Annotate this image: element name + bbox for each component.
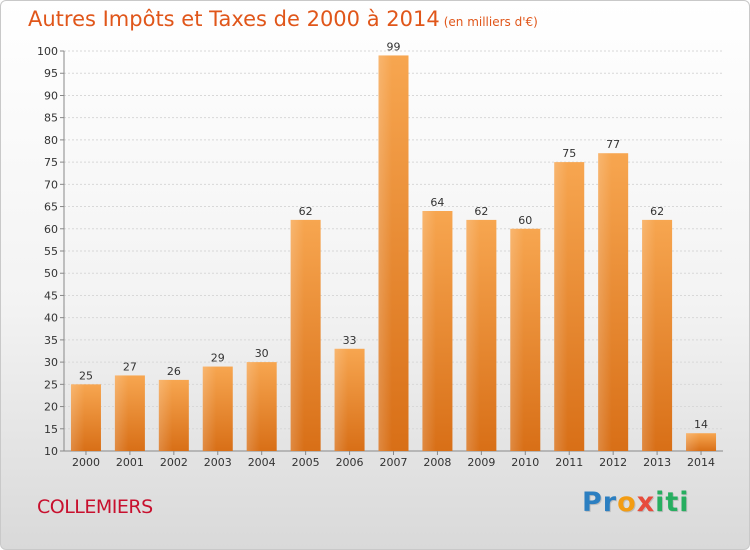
- bar-highlight: [686, 433, 700, 451]
- y-tick-label: 35: [44, 334, 58, 347]
- bar-highlight: [554, 162, 568, 451]
- logo-letter: P: [582, 487, 603, 518]
- x-tick-label: 2008: [423, 456, 451, 469]
- value-label: 25: [79, 369, 93, 382]
- value-label: 75: [562, 147, 576, 160]
- x-tick-label: 2001: [116, 456, 144, 469]
- axes: 10 15 20 25 30 35 40 45 50 55 60 65 70 75 80 85 90 95 100 2…: [37, 45, 723, 469]
- x-tick-label: 2012: [599, 456, 627, 469]
- y-tick-label: 40: [44, 312, 58, 325]
- chart-subtitle: (en milliers d'€): [443, 15, 538, 29]
- y-tick-label: 55: [44, 245, 58, 258]
- bar-highlight: [598, 153, 612, 451]
- value-label: 62: [650, 205, 664, 218]
- y-tick-label: 65: [44, 201, 58, 214]
- bar-highlight: [114, 375, 129, 451]
- x-tick-label: 2004: [248, 456, 276, 469]
- chart-title: Autres Impôts et Taxes de 2000 à 2014 (en…: [28, 7, 538, 31]
- y-tick-label: 45: [44, 289, 58, 302]
- x-tick-label: 2007: [380, 456, 408, 469]
- value-label: 62: [299, 205, 313, 218]
- y-tick-label: 90: [44, 89, 58, 102]
- logo-letter: r: [602, 487, 618, 518]
- x-tick-label: 2011: [555, 456, 583, 469]
- x-tick-label: 2014: [687, 456, 715, 469]
- logo-letter: i: [679, 487, 690, 518]
- value-label: 29: [211, 352, 225, 365]
- y-tick-label: 60: [44, 223, 58, 236]
- x-tick-label: 2002: [160, 456, 188, 469]
- value-label: 30: [255, 347, 269, 360]
- y-tick-label: 30: [44, 356, 58, 369]
- value-label: 14: [694, 418, 708, 431]
- bar-highlight: [378, 55, 392, 451]
- value-label: 26: [167, 365, 181, 378]
- bar-highlight: [290, 219, 305, 451]
- y-tick-label: 10: [44, 445, 58, 458]
- x-tick-label: 2010: [511, 456, 539, 469]
- y-tick-label: 95: [44, 67, 58, 80]
- value-labels: 25 27 26 29 30 62 33 99 64 62 60 75 77 62 14: [79, 40, 708, 431]
- value-label: 77: [606, 138, 620, 151]
- bar-highlight: [70, 384, 85, 451]
- x-tick-label: 2006: [336, 456, 364, 469]
- bar-highlight: [422, 211, 436, 451]
- bar-highlight: [202, 366, 217, 451]
- bar-highlight: [510, 228, 524, 451]
- bar-highlight: [246, 362, 261, 451]
- value-label: 64: [430, 196, 444, 209]
- value-label: 99: [387, 40, 401, 53]
- bar-highlight: [334, 348, 349, 451]
- value-label: 33: [343, 334, 357, 347]
- logo-letter: t: [665, 487, 680, 518]
- commune-name: COLLEMIERS: [37, 496, 153, 518]
- y-tick-label: 70: [44, 178, 58, 191]
- y-tick-label: 50: [44, 267, 58, 280]
- y-tick-label: 75: [44, 156, 58, 169]
- y-tick-label: 20: [44, 401, 58, 414]
- proxiti-logo: Proxiti: [582, 487, 690, 518]
- value-label: 62: [474, 205, 488, 218]
- title-text: Autres Impôts et Taxes de 2000 à 2014: [28, 7, 440, 31]
- bar-highlight: [466, 219, 480, 451]
- y-tick-label: 85: [44, 112, 58, 125]
- logo-letter: x: [636, 487, 656, 518]
- y-tick-label: 80: [44, 134, 58, 147]
- y-tick-label: 15: [44, 423, 58, 436]
- y-tick-label: 25: [44, 378, 58, 391]
- y-tick-label: 100: [37, 45, 58, 58]
- bar-highlight: [642, 219, 656, 451]
- x-tick-label: 2003: [204, 456, 232, 469]
- bars: [70, 55, 717, 451]
- value-label: 27: [123, 360, 137, 373]
- x-tick-label: 2000: [72, 456, 100, 469]
- logo-letter: i: [655, 487, 666, 518]
- logo-letter: o: [617, 487, 637, 518]
- x-tick-label: 2013: [643, 456, 671, 469]
- x-tick-label: 2009: [467, 456, 495, 469]
- bar-highlight: [158, 379, 173, 451]
- value-label: 60: [518, 214, 532, 227]
- x-tick-label: 2005: [292, 456, 320, 469]
